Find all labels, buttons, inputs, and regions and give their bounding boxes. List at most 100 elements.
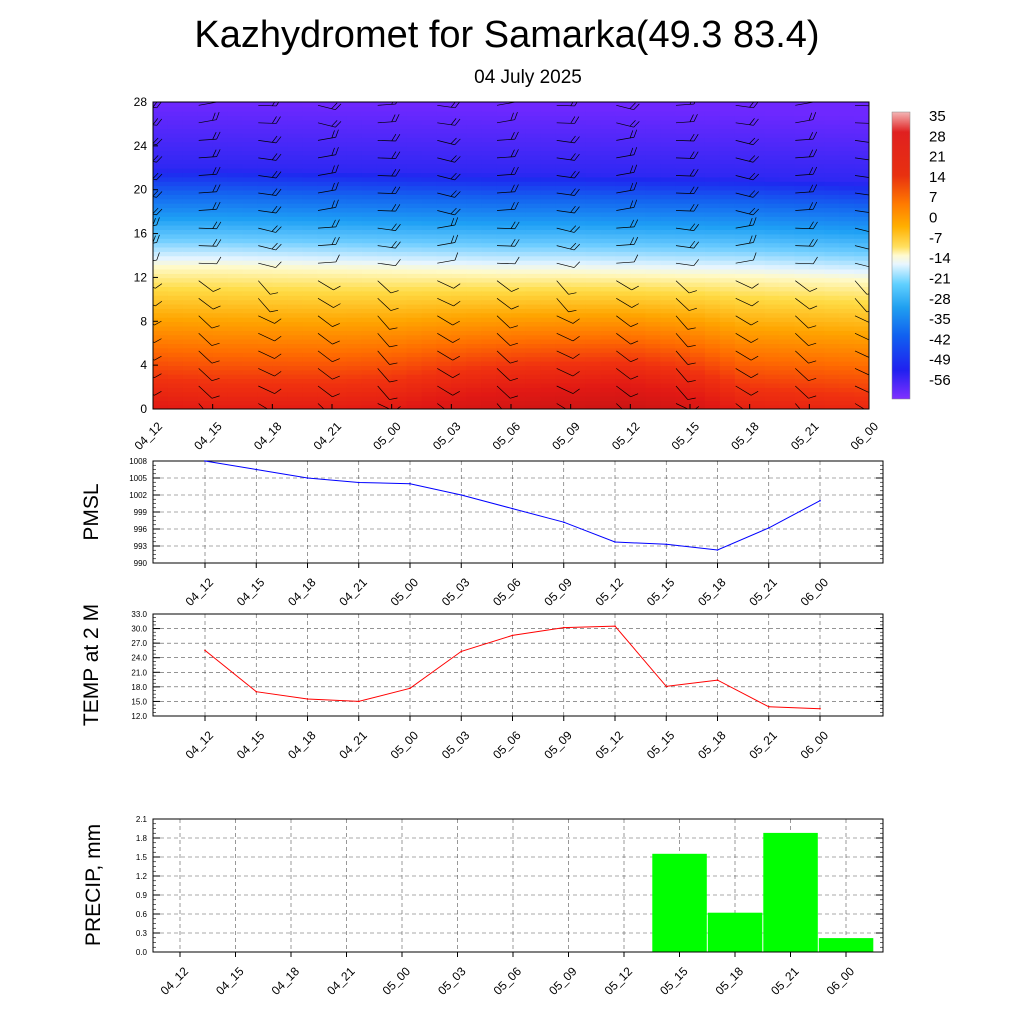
- heat-cell: [466, 123, 482, 130]
- heat-cell: [555, 180, 572, 187]
- heat-cell: [734, 163, 751, 169]
- heat-cell: [809, 123, 825, 130]
- heat-cell: [809, 137, 825, 143]
- heat-cell: [749, 334, 766, 340]
- heat-cell: [391, 400, 408, 406]
- heat-cell: [854, 141, 869, 147]
- heat-cell: [227, 202, 244, 209]
- heat-cell: [734, 286, 751, 292]
- heat-cell: [824, 290, 840, 296]
- heat-cell: [690, 334, 706, 340]
- heat-cell: [854, 259, 869, 266]
- precip-bar: [763, 832, 818, 952]
- heat-cell: [600, 115, 617, 121]
- heat-cell: [212, 400, 229, 406]
- heat-cell: [764, 211, 781, 217]
- heat-cell: [346, 277, 363, 283]
- heat-cell: [615, 123, 632, 130]
- heat-cell: [511, 295, 527, 301]
- wind-barb: [153, 207, 163, 216]
- heat-cell: [317, 378, 333, 384]
- heat-cell: [719, 295, 736, 301]
- heat-cell: [794, 194, 811, 200]
- heat-cell: [690, 176, 706, 182]
- heat-cell: [764, 128, 781, 134]
- heat-cell: [600, 150, 617, 156]
- heat-cell: [570, 251, 587, 257]
- heat-cell: [779, 220, 796, 226]
- heat-cell: [287, 229, 303, 235]
- heat-cell: [346, 268, 363, 274]
- heat-cell: [302, 233, 318, 239]
- heat-cell: [346, 395, 363, 401]
- heat-cell: [704, 211, 721, 217]
- heat-cell: [794, 176, 811, 182]
- heat-cell: [332, 167, 348, 173]
- heat-cell: [332, 255, 348, 261]
- heat-cell: [600, 330, 617, 336]
- x-tick-label: 06_00: [824, 964, 858, 998]
- heat-cell: [570, 233, 587, 239]
- heat-cell: [227, 347, 244, 353]
- heat-cell: [645, 211, 661, 217]
- heat-cell: [496, 220, 512, 226]
- heat-cell: [764, 273, 781, 279]
- heat-cell: [496, 369, 512, 375]
- heat-cell: [197, 395, 214, 401]
- heat-cell: [197, 325, 214, 331]
- heat-cell: [272, 211, 288, 217]
- heat-cell: [391, 360, 408, 366]
- heat-cell: [675, 369, 691, 375]
- heat-cell: [302, 132, 318, 138]
- heat-cell: [630, 264, 646, 270]
- heat-cell: [600, 373, 617, 380]
- heat-cell: [570, 167, 587, 173]
- heat-cell: [794, 102, 811, 108]
- heat-cell: [704, 154, 721, 160]
- heat-cell: [361, 268, 378, 274]
- colorbar-label: 21: [929, 149, 946, 166]
- heat-cell: [645, 132, 661, 138]
- heat-cell: [406, 316, 423, 323]
- heat-cell: [600, 220, 617, 226]
- heat-cell: [570, 264, 587, 270]
- heat-cell: [302, 150, 318, 156]
- heat-cell: [734, 198, 751, 204]
- wind-barb: [258, 242, 282, 251]
- heat-cell: [585, 202, 602, 209]
- heat-cell: [287, 167, 303, 173]
- heat-cell: [600, 198, 617, 204]
- heat-cell: [839, 391, 855, 397]
- heat-cell: [540, 325, 557, 331]
- heat-cell: [630, 211, 646, 217]
- heat-cell: [615, 229, 632, 235]
- heat-cell: [704, 303, 721, 309]
- wind-barb: [735, 137, 759, 146]
- heat-cell: [704, 176, 721, 182]
- heat-cell: [227, 189, 244, 195]
- heat-cell: [167, 404, 184, 409]
- heat-cell: [257, 400, 274, 406]
- heat-cell: [764, 325, 781, 331]
- heat-cell: [406, 185, 423, 191]
- heat-cell: [302, 334, 318, 340]
- heat-cell: [257, 150, 274, 156]
- heat-cell: [511, 106, 527, 112]
- heat-cell: [749, 132, 766, 138]
- heat-cell: [600, 238, 617, 244]
- heat-cell: [675, 159, 691, 165]
- heat-cell: [749, 404, 766, 409]
- heat-cell: [257, 299, 274, 305]
- heat-cell: [719, 180, 736, 187]
- heat-cell: [257, 404, 274, 409]
- heat-cell: [257, 277, 274, 283]
- heat-cell: [839, 316, 855, 323]
- heat-cell: [854, 308, 869, 314]
- heat-cell: [764, 338, 781, 344]
- heat-cell: [511, 321, 527, 327]
- heat-cell: [376, 224, 393, 230]
- heat-cell: [675, 325, 691, 331]
- heat-cell: [302, 176, 318, 182]
- heat-cell: [197, 119, 214, 125]
- heat-cell: [615, 115, 632, 121]
